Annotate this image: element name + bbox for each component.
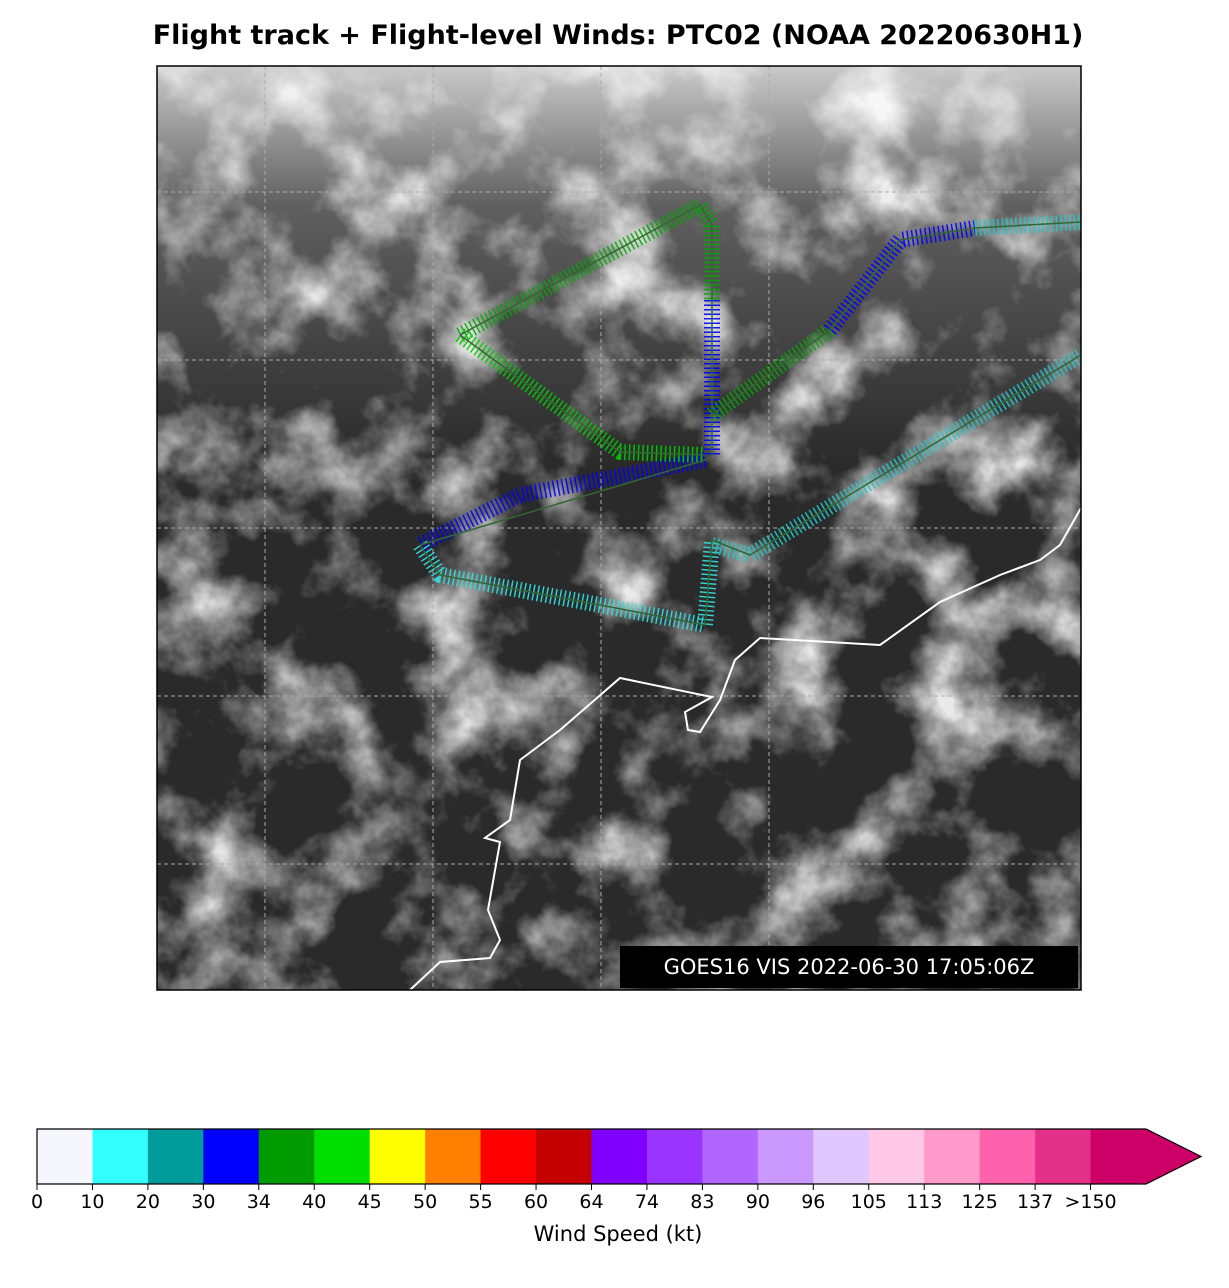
annotation-box [620,946,1078,988]
colorbar-tick-label: 45 [358,1191,382,1213]
colorbar-segment [1035,1129,1092,1184]
colorbar-outline [36,1128,1203,1185]
colorbar-segment [536,1129,592,1184]
colorbar-tick-label: 105 [851,1191,887,1213]
colorbar-segment [147,1129,204,1184]
coastline [409,507,1081,990]
colorbar-tick-label: 74 [635,1191,659,1213]
colorbar-tick-label: 137 [1017,1191,1053,1213]
colorbar-segment [425,1129,482,1184]
colorbar-tick-label: 20 [136,1191,160,1213]
colorbar-tick-label: 83 [690,1191,714,1213]
cloud-shield [157,66,1081,466]
colorbar-tick-label: 0 [31,1191,43,1213]
annotation: GOES16 VIS 2022-06-30 17:05:06Z [664,955,1035,979]
colorbar-tick-label: 125 [962,1191,998,1213]
graticule [157,66,1081,990]
colorbar-segment [203,1129,260,1184]
colorbar-segment [702,1129,759,1184]
map-frame [156,65,1082,991]
colorbar-tick-label: >150 [1064,1191,1116,1213]
colorbar-segment [924,1129,981,1184]
title: Flight track + Flight-level Winds: PTC02… [153,20,1084,51]
colorbar-tick-label: 30 [191,1191,215,1213]
colorbar-segment [369,1129,426,1184]
colorbar-tick-label: 90 [746,1191,770,1213]
colorbar-segment [868,1129,925,1184]
colorbar-segment [258,1129,315,1184]
colorbar-tick-label: 55 [469,1191,493,1213]
map: GOES16 VIS 2022-06-30 17:05:06Z [157,66,1081,990]
colorbar-segment [1090,1129,1147,1184]
colorbar-segment [591,1129,648,1184]
colorbar-tick-label: 10 [80,1191,104,1213]
colorbar-segment [757,1129,814,1184]
colorbar-segment [314,1129,371,1184]
colorbar-tick-label: 113 [906,1191,942,1213]
colorbar-tick-label: 64 [579,1191,603,1213]
colorbar-label: Wind Speed (kt) [534,1222,703,1246]
colorbar-extension [1146,1129,1201,1184]
colorbar-segment [646,1129,703,1184]
colorbar-tick-label: 60 [524,1191,548,1213]
colorbar-tick-label: 40 [302,1191,326,1213]
colorbar-segment [92,1129,149,1184]
colorbar-tick-label: 34 [247,1191,271,1213]
colorbar: 0 10 20 30 34 40 45 50 55 60 64 74 83 90 96 105 113 125 13… [31,1128,1203,1213]
flight-track [413,197,1081,633]
colorbar-tick-label: 50 [413,1191,437,1213]
colorbar-tick-label: 96 [801,1191,825,1213]
colorbar-segment [979,1129,1036,1184]
colorbar-segment [813,1129,870,1184]
colorbar-segment [480,1129,537,1184]
colorbar-segment [37,1129,93,1184]
